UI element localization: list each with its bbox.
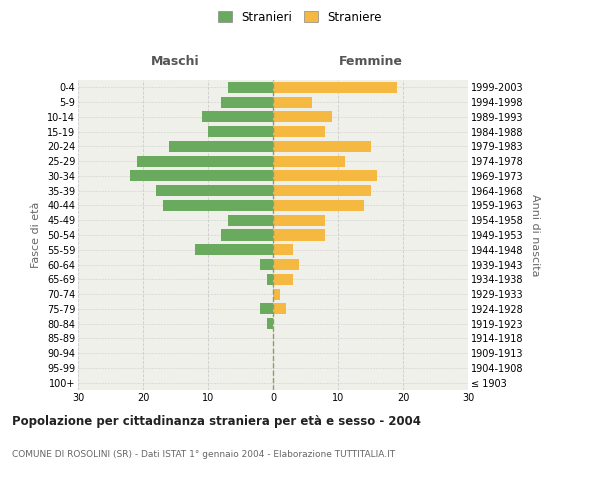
Bar	[273, 126, 325, 137]
Bar	[273, 244, 293, 256]
Bar	[273, 259, 299, 270]
Bar	[227, 82, 273, 93]
Bar	[221, 230, 273, 240]
Bar	[273, 304, 286, 314]
Bar	[273, 288, 280, 300]
Bar	[221, 96, 273, 108]
Bar	[227, 214, 273, 226]
Bar	[273, 200, 364, 211]
Legend: Stranieri, Straniere: Stranieri, Straniere	[213, 6, 387, 28]
Bar	[273, 214, 325, 226]
Bar	[195, 244, 273, 256]
Bar	[273, 230, 325, 240]
Bar	[266, 274, 273, 285]
Bar	[156, 185, 273, 196]
Bar	[163, 200, 273, 211]
Bar	[137, 156, 273, 166]
Text: COMUNE DI ROSOLINI (SR) - Dati ISTAT 1° gennaio 2004 - Elaborazione TUTTITALIA.I: COMUNE DI ROSOLINI (SR) - Dati ISTAT 1° …	[12, 450, 395, 459]
Bar	[208, 126, 273, 137]
Bar	[273, 274, 293, 285]
Bar	[273, 141, 371, 152]
Bar	[169, 141, 273, 152]
Bar	[260, 259, 273, 270]
Bar	[266, 318, 273, 329]
Y-axis label: Fasce di età: Fasce di età	[31, 202, 41, 268]
Bar	[273, 82, 397, 93]
Bar	[130, 170, 273, 181]
Bar	[273, 170, 377, 181]
Bar	[273, 156, 344, 166]
Bar	[260, 304, 273, 314]
Text: Femmine: Femmine	[338, 54, 403, 68]
Bar	[202, 112, 273, 122]
Bar	[273, 185, 371, 196]
Bar	[273, 112, 331, 122]
Text: Popolazione per cittadinanza straniera per età e sesso - 2004: Popolazione per cittadinanza straniera p…	[12, 415, 421, 428]
Y-axis label: Anni di nascita: Anni di nascita	[530, 194, 540, 276]
Text: Maschi: Maschi	[151, 54, 200, 68]
Bar	[273, 96, 312, 108]
